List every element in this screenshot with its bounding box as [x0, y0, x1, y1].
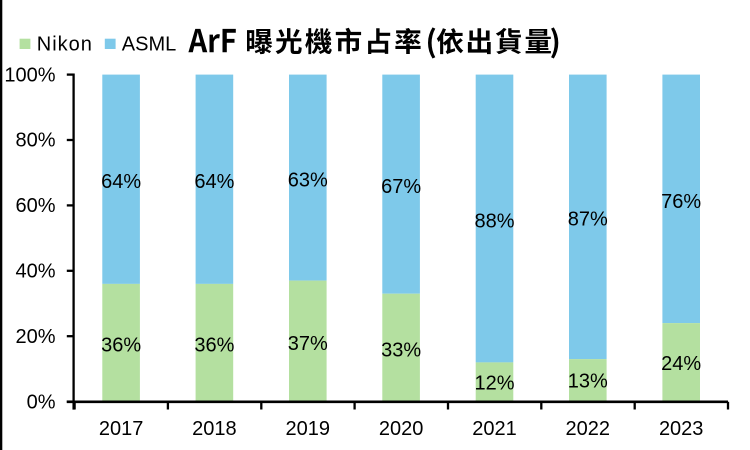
- svg-text:12%: 12%: [474, 372, 514, 394]
- svg-text:64%: 64%: [101, 171, 141, 193]
- svg-text:2017: 2017: [99, 418, 144, 440]
- svg-text:33%: 33%: [381, 340, 421, 362]
- svg-text:88%: 88%: [474, 210, 514, 232]
- svg-text:80%: 80%: [15, 130, 55, 152]
- svg-text:0%: 0%: [27, 391, 56, 413]
- svg-text:2019: 2019: [286, 418, 331, 440]
- svg-text:24%: 24%: [661, 353, 701, 375]
- svg-text:60%: 60%: [15, 195, 55, 217]
- svg-text:64%: 64%: [194, 171, 234, 193]
- svg-text:20%: 20%: [15, 326, 55, 348]
- svg-text:2022: 2022: [566, 418, 611, 440]
- svg-text:2021: 2021: [472, 418, 517, 440]
- svg-text:Nikon: Nikon: [37, 33, 93, 55]
- svg-text:100%: 100%: [4, 64, 55, 86]
- svg-text:40%: 40%: [15, 261, 55, 283]
- svg-text:76%: 76%: [661, 191, 701, 213]
- svg-text:63%: 63%: [288, 170, 328, 192]
- svg-text:13%: 13%: [568, 371, 608, 393]
- svg-text:2020: 2020: [379, 418, 424, 440]
- svg-text:67%: 67%: [381, 176, 421, 198]
- svg-text:ASML: ASML: [122, 33, 176, 55]
- svg-text:2018: 2018: [192, 418, 237, 440]
- svg-text:87%: 87%: [568, 209, 608, 231]
- svg-text:37%: 37%: [288, 333, 328, 355]
- svg-text:36%: 36%: [194, 335, 234, 357]
- svg-text:2023: 2023: [659, 418, 704, 440]
- svg-text:36%: 36%: [101, 335, 141, 357]
